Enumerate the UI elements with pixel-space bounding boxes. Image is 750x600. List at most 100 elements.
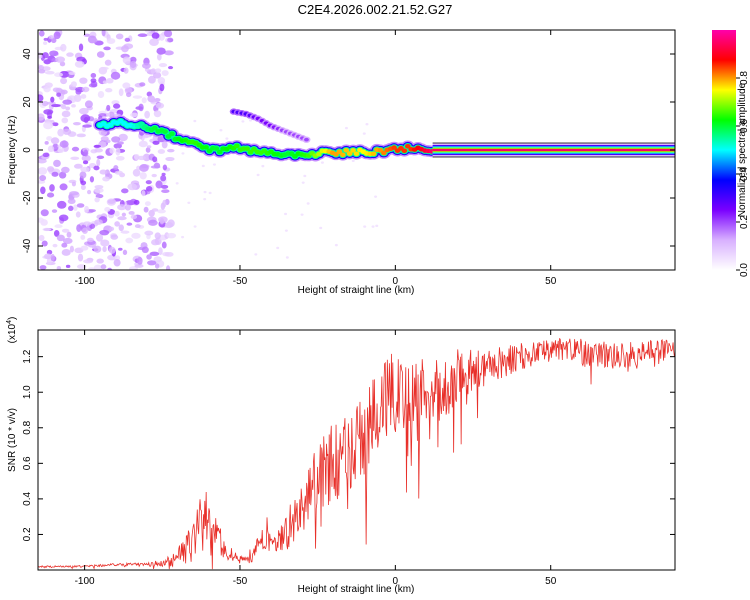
spectrogram-noise-dot	[154, 232, 161, 240]
spectrogram-trace-blob	[213, 146, 220, 151]
spectrogram-noise-dot	[81, 154, 91, 162]
spectrogram-secondary-blob	[304, 137, 309, 142]
spectrogram-noise-dot	[175, 182, 179, 185]
spectrogram-noise-dot	[124, 37, 131, 42]
spectrogram-noise-dot	[165, 156, 175, 162]
snr-scale-label: (x104)	[6, 317, 18, 344]
spectrogram-noise-dot	[115, 33, 124, 40]
spectrogram-noise-dot	[125, 237, 134, 244]
spectrogram-noise-dot	[128, 211, 135, 215]
spectrogram-noise-dot	[146, 254, 152, 260]
spectrogram-noise-dot	[65, 264, 71, 268]
spectrogram-noise-dot	[95, 194, 104, 199]
spectrogram-noise-dot	[132, 95, 143, 99]
spectrogram-noise-dot	[144, 230, 154, 236]
spectrogram-trace-blob	[336, 149, 343, 154]
spectrogram-noise-dot	[166, 265, 171, 270]
spectrogram-noise-dot	[102, 176, 110, 182]
spectrogram-noise-dot	[77, 253, 84, 262]
spectrogram-noise-dot	[46, 136, 53, 141]
spectrogram-noise-dot	[44, 70, 55, 75]
snr-ytick-label: 0.2	[22, 527, 33, 541]
spectrogram-noise-dot	[94, 197, 100, 203]
spectrogram-noise-dot	[117, 204, 127, 211]
spectrogram-noise-dot	[167, 148, 175, 153]
spectrogram-noise-dot	[139, 82, 146, 87]
spectrogram-noise-dot	[39, 265, 47, 270]
spectrogram-noise-dot	[107, 267, 113, 270]
spectrogram-trace-blob	[234, 143, 240, 149]
spectrogram-noise-dot	[109, 226, 115, 231]
spectrogram-xtick-label: -100	[75, 276, 95, 287]
spectrogram-y-ticks: -40 -20 0 20 40	[22, 48, 675, 253]
spectrogram-noise-dot	[187, 201, 191, 204]
spectrogram-noise-dot	[40, 209, 49, 217]
spectrogram-noise-dot	[109, 147, 115, 154]
spectrogram-noise-dot	[118, 88, 124, 97]
spectrogram-noise-dot	[42, 52, 49, 59]
spectrogram-noise-dot	[93, 144, 102, 148]
spectrogram-noise-dot	[148, 219, 158, 226]
spectrogram-noise-dot	[141, 246, 149, 254]
spectrogram-noise-dot	[110, 234, 119, 240]
spectrogram-noise-dot	[82, 124, 92, 128]
spectrogram-noise-dot	[156, 47, 166, 55]
spectrogram-noise-dot	[105, 88, 113, 93]
spectrogram-noise-dot	[80, 184, 86, 191]
spectrogram-noise-dot	[96, 51, 105, 58]
spectrogram-noise-dot	[83, 221, 92, 226]
spectrogram-noise-dot	[50, 137, 60, 145]
spectrogram-trace-blob	[152, 125, 158, 131]
spectrogram-noise-dot	[44, 253, 52, 260]
spectrogram-noise-dot	[46, 192, 55, 198]
spectrogram-trace-blob	[203, 145, 209, 150]
spectrogram-noise-dot	[66, 231, 72, 238]
spectrogram-noise-dot	[62, 99, 73, 105]
spectrogram-noise-dot	[203, 190, 207, 194]
spectrogram-noise-dot	[90, 78, 97, 83]
colorbar-tick-label: 0.6	[739, 119, 750, 133]
spectrogram-noise-dot	[73, 163, 83, 169]
spectrogram-noise-dot	[61, 166, 70, 174]
spectrogram-trace-blob	[346, 151, 353, 156]
spectrogram-noise-dot	[38, 234, 45, 242]
spectrogram-noise-dot	[127, 183, 138, 191]
spectrogram-noise-dot	[57, 147, 65, 154]
spectrogram-xtick-label: -50	[233, 276, 248, 287]
spectrogram-noise-dot	[118, 247, 123, 251]
spectrogram-noise-dot	[241, 120, 245, 123]
snr-panel: -100 -50 0 50 0.2 0.4 0.6 0.8 1.0 1.2 Height of …	[6, 317, 676, 595]
spectrogram-noise-dot	[76, 264, 87, 269]
spectrogram-noise-dot	[100, 239, 110, 247]
spectrogram-noise-dot	[83, 149, 89, 157]
spectrogram-noise-dot	[52, 243, 58, 248]
spectrogram-noise-dot	[108, 111, 115, 118]
spectrogram-noise-dot	[80, 94, 87, 99]
spectrogram-noise-dot	[87, 189, 92, 195]
spectrogram-noise-dot	[225, 137, 229, 140]
spectrogram-noise-dot	[117, 141, 124, 145]
spectrogram-noise-dot	[162, 199, 167, 208]
spectrogram-noise-dot	[51, 104, 61, 108]
spectrogram-noise-dot	[38, 113, 45, 121]
spectrogram-trace-blob	[343, 147, 350, 153]
spectrogram-noise-dot	[148, 75, 156, 84]
snr-xtick-label: 50	[545, 576, 557, 587]
spectrogram-noise-dot	[105, 139, 111, 144]
spectrogram-noise-dot	[153, 71, 162, 79]
spectrogram-noise-dot	[113, 258, 121, 267]
spectrogram-noise-dot	[114, 221, 120, 227]
spectrogram-noise-dot	[59, 61, 66, 67]
spectrogram-noise-dot	[62, 128, 72, 135]
snr-x-ticks: -100 -50 0 50	[75, 330, 557, 587]
spectrogram-noise-dot	[51, 209, 58, 213]
spectrogram-noise-dot	[126, 92, 132, 98]
snr-x-label: Height of straight line (km)	[298, 584, 415, 595]
spectrogram-noise-dot	[344, 126, 348, 130]
snr-frame	[37, 329, 676, 571]
spectrogram-ytick-label: 0	[22, 147, 33, 153]
spectrogram-noise-dot	[53, 230, 60, 237]
spectrogram-noise-dot	[84, 205, 90, 214]
spectrogram-noise-dot	[71, 104, 76, 108]
spectrogram-constant-band	[432, 148, 675, 152]
